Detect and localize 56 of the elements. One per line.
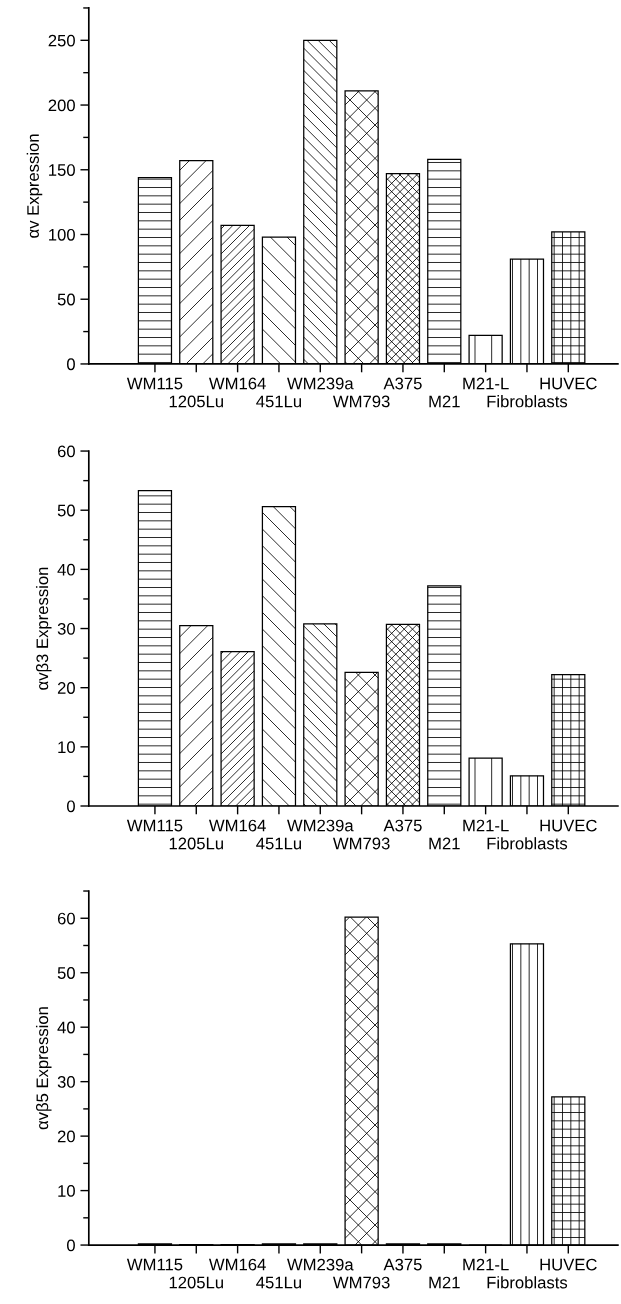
y-tick-label: 60	[57, 445, 75, 458]
y-tick-label: 50	[57, 293, 75, 306]
y-tick-label: 250	[48, 34, 75, 47]
y-axis-title: αvβ3 Expression	[35, 567, 52, 690]
x-tick-label: 451Lu	[256, 837, 302, 850]
x-tick-label: WM239a	[287, 377, 354, 390]
x-tick-label: WM115	[126, 819, 183, 832]
x-tick-label: M21	[429, 395, 460, 408]
x-tick-label: WM164	[208, 1258, 266, 1271]
x-tick-label: Fibroblasts	[487, 837, 568, 850]
y-tick-label: 50	[57, 504, 75, 517]
x-tick-label: HUVEC	[540, 377, 597, 390]
y-tick-label: 0	[66, 358, 75, 371]
x-tick-label: WM164	[208, 377, 266, 390]
y-tick-label: 20	[57, 682, 75, 694]
y-tick-label: 200	[48, 99, 75, 112]
x-tick-label: 1205Lu	[169, 837, 223, 850]
x-tick-label: WM115	[126, 1258, 183, 1271]
x-tick-label: M21-L	[463, 377, 509, 390]
x-tick-label: M21-L	[463, 819, 509, 832]
x-tick-label: WM164	[208, 819, 266, 832]
x-tick-label: 451Lu	[256, 1276, 302, 1289]
x-tick-label: WM115	[126, 377, 183, 390]
x-tick-label: A375	[383, 1258, 422, 1271]
x-tick-label: M21	[429, 837, 460, 850]
y-tick-label: 0	[66, 800, 75, 813]
x-tick-label: Fibroblasts	[487, 1276, 568, 1289]
y-tick-label: 60	[57, 912, 75, 925]
x-tick-label: WM793	[332, 395, 390, 408]
x-tick-label: WM793	[332, 837, 390, 850]
y-tick-label: 40	[57, 563, 75, 576]
x-tick-label: M21	[429, 1276, 460, 1289]
y-tick-label: 40	[57, 1021, 75, 1034]
y-tick-label: 50	[57, 967, 75, 979]
x-tick-label: A375	[383, 819, 422, 832]
y-tick-label: 0	[66, 1239, 75, 1252]
y-tick-label: 10	[58, 1184, 75, 1197]
x-tick-label: WM793	[332, 1276, 390, 1289]
x-tick-label: Fibroblasts	[487, 395, 568, 408]
y-tick-label: 100	[49, 228, 75, 241]
x-tick-label: 1205Lu	[169, 395, 223, 408]
y-tick-label: 30	[57, 1076, 75, 1088]
x-tick-label: WM239a	[287, 1258, 354, 1271]
y-tick-label: 150	[49, 164, 75, 176]
y-tick-label: 20	[57, 1130, 75, 1143]
x-tick-label: 1205Lu	[169, 1276, 223, 1289]
y-axis-title: αvβ5 Expression	[35, 1007, 52, 1130]
x-tick-label: A375	[383, 377, 422, 390]
x-tick-label: 451Lu	[256, 395, 302, 408]
x-tick-label: WM239a	[287, 819, 354, 832]
x-tick-label: M21-L	[463, 1258, 509, 1271]
x-tick-label: HUVEC	[540, 1258, 597, 1271]
y-tick-label: 30	[57, 622, 75, 635]
y-tick-label: 10	[58, 741, 75, 754]
x-tick-label: HUVEC	[540, 819, 597, 832]
y-axis-title: αv Expression	[26, 134, 43, 238]
